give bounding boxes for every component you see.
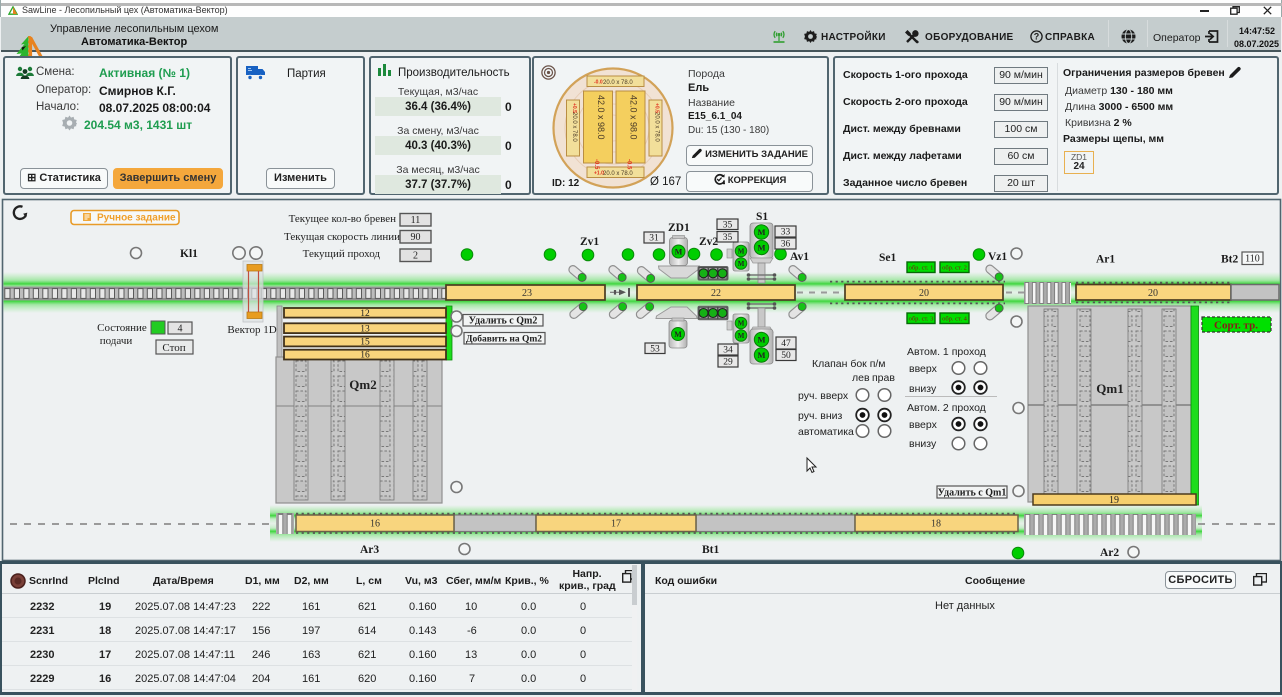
svg-text:Zv1: Zv1: [580, 236, 599, 248]
svg-text:2: 2: [413, 251, 418, 262]
svg-text:16: 16: [360, 351, 370, 361]
svg-text:50: 50: [781, 351, 791, 361]
svg-text:19: 19: [1109, 495, 1119, 506]
svg-text:руч. вниз: руч. вниз: [798, 410, 843, 422]
svg-text:42.0 x 98.0: 42.0 x 98.0: [629, 95, 639, 140]
svg-text:Qm2: Qm2: [349, 377, 376, 392]
svg-text:M: M: [738, 320, 745, 328]
svg-text:15: 15: [360, 338, 370, 348]
svg-text:29: 29: [723, 358, 733, 368]
svg-text:Ar2: Ar2: [1100, 547, 1119, 559]
svg-text:Стоп: Стоп: [162, 342, 185, 354]
svg-text:35: 35: [723, 221, 733, 231]
svg-text:Автом. 2 проход: Автом. 2 проход: [907, 402, 986, 414]
svg-text:20.0 x 78.0: 20.0 x 78.0: [571, 112, 577, 142]
svg-text:M: M: [757, 243, 765, 253]
svg-text:автоматика: автоматика: [798, 426, 854, 438]
svg-text:обр. ст. 1: обр. ст. 1: [909, 265, 934, 272]
svg-text:Qm1: Qm1: [1096, 381, 1123, 396]
svg-text:47: 47: [781, 339, 791, 349]
svg-text:M: M: [738, 248, 745, 256]
svg-text:18: 18: [931, 519, 941, 530]
svg-text:Vz1: Vz1: [988, 251, 1007, 263]
svg-text:13: 13: [360, 324, 370, 334]
svg-text:Kl1: Kl1: [180, 248, 198, 260]
svg-text:+0.5: +0.5: [654, 103, 660, 113]
svg-text:16: 16: [370, 519, 380, 530]
svg-text:23: 23: [522, 288, 532, 299]
svg-text:34: 34: [723, 346, 733, 356]
svg-text:Добавить на Qm2: Добавить на Qm2: [466, 334, 542, 345]
svg-text:Вектор 1D: Вектор 1D: [227, 324, 276, 336]
svg-text:M: M: [738, 260, 745, 268]
svg-text:Автом. 1 проход: Автом. 1 проход: [907, 346, 986, 358]
svg-text:Текущая скорость линии: Текущая скорость линии: [284, 231, 400, 243]
svg-text:35: 35: [723, 233, 733, 243]
svg-text:53: 53: [650, 345, 660, 355]
svg-text:вверх: вверх: [909, 419, 938, 431]
svg-text:Текущее кол-во бревен: Текущее кол-во бревен: [289, 213, 397, 225]
svg-text:-0.5: -0.5: [626, 159, 632, 170]
svg-text:20.0 x 78.0: 20.0 x 78.0: [654, 112, 660, 142]
svg-text:M: M: [757, 335, 765, 345]
svg-text:+1.0: +1.0: [594, 171, 604, 177]
svg-text:20: 20: [919, 288, 929, 299]
svg-text:-0.0: -0.0: [594, 80, 603, 86]
svg-text:M: M: [757, 350, 765, 360]
svg-text:Zv2: Zv2: [699, 236, 718, 248]
svg-text:20: 20: [1148, 288, 1158, 299]
svg-text:прав: прав: [872, 372, 895, 384]
svg-text:Клапан бок п/м: Клапан бок п/м: [812, 358, 886, 370]
svg-text:вверх: вверх: [909, 363, 938, 375]
svg-text:Текущий проход: Текущий проход: [303, 248, 381, 260]
svg-text:22: 22: [711, 288, 721, 299]
svg-text:?: ?: [1034, 32, 1040, 42]
svg-text:-0.5: -0.5: [593, 159, 599, 170]
svg-text:обр. ст. 3: обр. ст. 3: [909, 316, 934, 323]
svg-text:Av1: Av1: [790, 251, 809, 263]
svg-text:ZD1: ZD1: [668, 222, 690, 234]
svg-text:подачи: подачи: [100, 335, 133, 347]
svg-text:внизу: внизу: [909, 383, 937, 395]
svg-text:90: 90: [411, 232, 421, 243]
svg-text:17: 17: [611, 519, 621, 530]
svg-text:Состояние: Состояние: [97, 322, 147, 334]
svg-text:20.0 x 78.0: 20.0 x 78.0: [603, 80, 633, 86]
svg-text:110: 110: [1245, 254, 1260, 265]
svg-text:Ручное задание: Ручное задание: [97, 213, 176, 224]
svg-text:Ar1: Ar1: [1096, 254, 1115, 266]
svg-text:42.0 x 98.0: 42.0 x 98.0: [596, 95, 606, 140]
svg-text:33: 33: [781, 228, 791, 238]
svg-text:Удалить с Qm2: Удалить с Qm2: [469, 316, 538, 327]
svg-text:+0.5: +0.5: [571, 103, 577, 113]
svg-text:Se1: Se1: [879, 252, 897, 264]
svg-text:M: M: [757, 227, 765, 237]
svg-text:лев: лев: [852, 372, 870, 384]
svg-text:Удалить с Qm1: Удалить с Qm1: [938, 488, 1007, 499]
svg-text:S1: S1: [756, 211, 768, 223]
svg-text:Ar3: Ar3: [360, 544, 379, 556]
svg-text:12: 12: [360, 309, 370, 319]
svg-text:31: 31: [649, 234, 659, 244]
svg-text:внизу: внизу: [909, 438, 937, 450]
svg-text:36: 36: [781, 240, 791, 250]
svg-text:обр. ст. 2: обр. ст. 2: [942, 265, 967, 272]
svg-text:4: 4: [178, 324, 183, 335]
svg-text:обр. ст. 4: обр. ст. 4: [942, 316, 968, 323]
svg-text:руч. вверх: руч. вверх: [798, 390, 849, 402]
svg-text:20.0 x 78.0: 20.0 x 78.0: [603, 171, 633, 177]
svg-text:Bt1: Bt1: [702, 544, 720, 556]
svg-text:Сорт. тр.: Сорт. тр.: [1214, 320, 1258, 332]
svg-text:M: M: [738, 332, 745, 340]
svg-text:11: 11: [411, 215, 421, 226]
svg-text:Bt2: Bt2: [1221, 254, 1239, 266]
